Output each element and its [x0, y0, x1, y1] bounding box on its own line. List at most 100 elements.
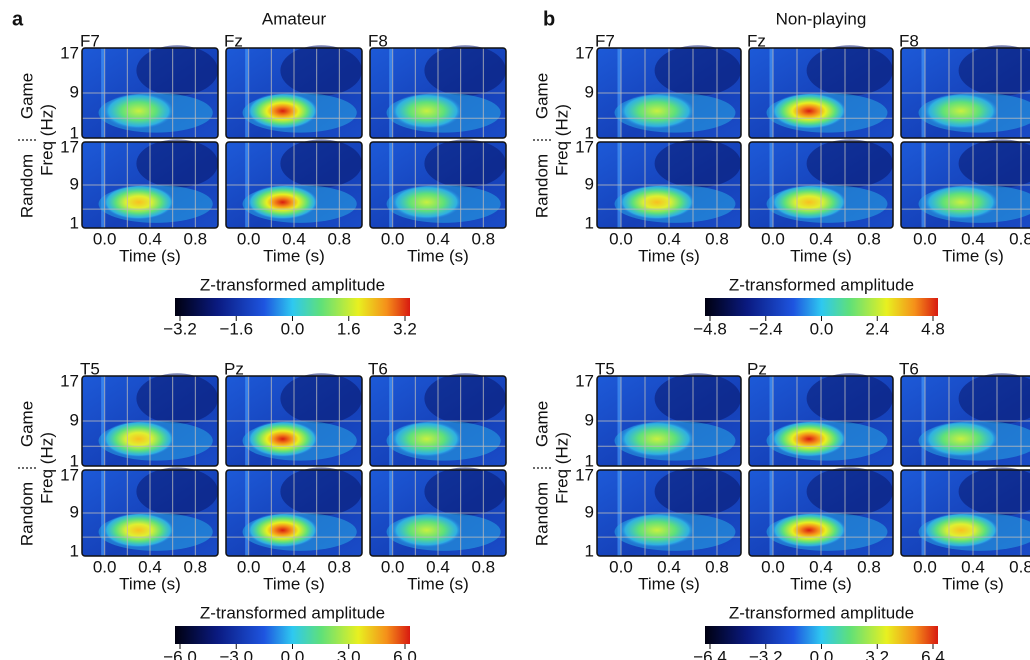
heatmap-dark [654, 467, 741, 516]
heatmap-dark [958, 139, 1030, 188]
x-tick-label: 0.0 [237, 229, 261, 248]
heatmap-blob [247, 93, 319, 129]
colorbar-tick-label: 6.4 [921, 647, 945, 660]
heatmap-frame [369, 47, 507, 139]
y-tick-label: 17 [60, 137, 79, 156]
panel-letter: a [12, 8, 24, 30]
colorbar-tick-label: −2.4 [749, 319, 783, 338]
x-axis-label: Time (s) [263, 246, 325, 265]
heatmap-dark [136, 139, 218, 188]
x-tick-label: 0.8 [1009, 229, 1030, 248]
row-label: Game [532, 401, 551, 447]
colorbar-tick-label: 4.8 [921, 319, 945, 338]
x-tick-label: 0.4 [809, 229, 833, 248]
x-tick-label: 0.8 [184, 229, 208, 248]
x-tick-label: 0.8 [472, 557, 496, 576]
heatmap-blob [771, 93, 847, 129]
y-tick-label: 17 [575, 43, 594, 62]
heatmap-blob [771, 513, 847, 548]
heatmap-blob [391, 185, 463, 220]
colorbar-tick-label: 3.0 [337, 647, 361, 660]
channel-label: T6 [899, 359, 919, 378]
x-tick-label: 0.4 [961, 557, 985, 576]
row-label: Random [532, 482, 551, 546]
x-axis-label: Time (s) [119, 574, 181, 593]
heatmap-dark [424, 373, 507, 424]
y-axis-label: Freq (Hz) [37, 432, 56, 504]
colorbar-tick-label: 2.4 [865, 319, 889, 338]
heatmap-frame [81, 141, 219, 229]
heatmap-frame [81, 469, 219, 557]
colorbar-tick-label: −1.6 [219, 319, 253, 338]
y-tick-label: 1 [70, 213, 79, 232]
channel-label: F7 [80, 31, 100, 50]
x-axis-label: Time (s) [407, 574, 469, 593]
heatmap-frame [748, 47, 894, 139]
heatmap-blob [247, 421, 319, 457]
x-tick-label: 0.4 [426, 557, 450, 576]
x-axis-label: Time (s) [119, 246, 181, 265]
colorbar-tick-label: 3.2 [393, 319, 417, 338]
channel-label: T5 [80, 359, 100, 378]
row-label: Game [532, 73, 551, 119]
y-tick-label: 17 [575, 465, 594, 484]
heatmap-dark [424, 45, 507, 96]
heatmap-dark [136, 467, 218, 516]
x-tick-label: 0.0 [93, 557, 117, 576]
heatmap-blob [103, 185, 175, 220]
heatmap-frame [81, 375, 219, 467]
x-axis-label: Time (s) [263, 574, 325, 593]
y-tick-label: 9 [585, 502, 594, 521]
x-tick-label: 0.0 [381, 557, 405, 576]
heatmap-frame [900, 469, 1030, 557]
y-tick-label: 1 [585, 451, 594, 470]
colorbar [175, 298, 410, 316]
x-tick-label: 0.0 [761, 557, 785, 576]
x-tick-label: 0.8 [705, 229, 729, 248]
heatmap-dark [654, 373, 741, 424]
x-tick-label: 0.4 [282, 229, 306, 248]
row-label: Game [17, 401, 36, 447]
channel-label: Fz [747, 31, 766, 50]
x-axis-label: Time (s) [942, 246, 1004, 265]
x-tick-label: 0.4 [138, 229, 162, 248]
x-tick-label: 0.8 [1009, 557, 1030, 576]
heatmap-dark [280, 467, 363, 516]
y-tick-label: 17 [60, 465, 79, 484]
heatmap-dark [280, 373, 363, 424]
y-tick-label: 1 [70, 123, 79, 142]
heatmap-frame [369, 375, 507, 467]
heatmap-frame [748, 141, 894, 229]
y-tick-label: 1 [585, 213, 594, 232]
x-axis-label: Time (s) [942, 574, 1004, 593]
heatmap-blob [391, 421, 463, 457]
x-axis-label: Time (s) [407, 246, 469, 265]
colorbar-title: Z-transformed amplitude [729, 603, 914, 622]
heatmap-dark [958, 467, 1030, 516]
heatmap-dark [958, 373, 1030, 424]
colorbar [705, 626, 938, 644]
x-tick-label: 0.4 [138, 557, 162, 576]
x-axis-label: Time (s) [638, 246, 700, 265]
x-tick-label: 0.4 [809, 557, 833, 576]
colorbar-title: Z-transformed amplitude [729, 275, 914, 294]
colorbar-tick-label: −3.0 [219, 647, 253, 660]
heatmap-frame [900, 375, 1030, 467]
y-tick-label: 9 [70, 502, 79, 521]
panel-letter: b [543, 8, 555, 30]
y-tick-label: 1 [585, 123, 594, 142]
y-tick-label: 1 [70, 541, 79, 560]
heatmap-blob [771, 185, 847, 220]
x-tick-label: 0.8 [705, 557, 729, 576]
heatmap-blob [923, 93, 999, 129]
heatmap-frame [225, 141, 363, 229]
heatmap-dark [136, 373, 218, 424]
x-tick-label: 0.8 [472, 229, 496, 248]
heatmap-blob [923, 185, 999, 220]
heatmap-dark [958, 45, 1030, 96]
y-tick-label: 17 [575, 371, 594, 390]
heatmap-blob [247, 185, 319, 220]
x-tick-label: 0.4 [657, 229, 681, 248]
heatmap-dark [280, 45, 363, 96]
